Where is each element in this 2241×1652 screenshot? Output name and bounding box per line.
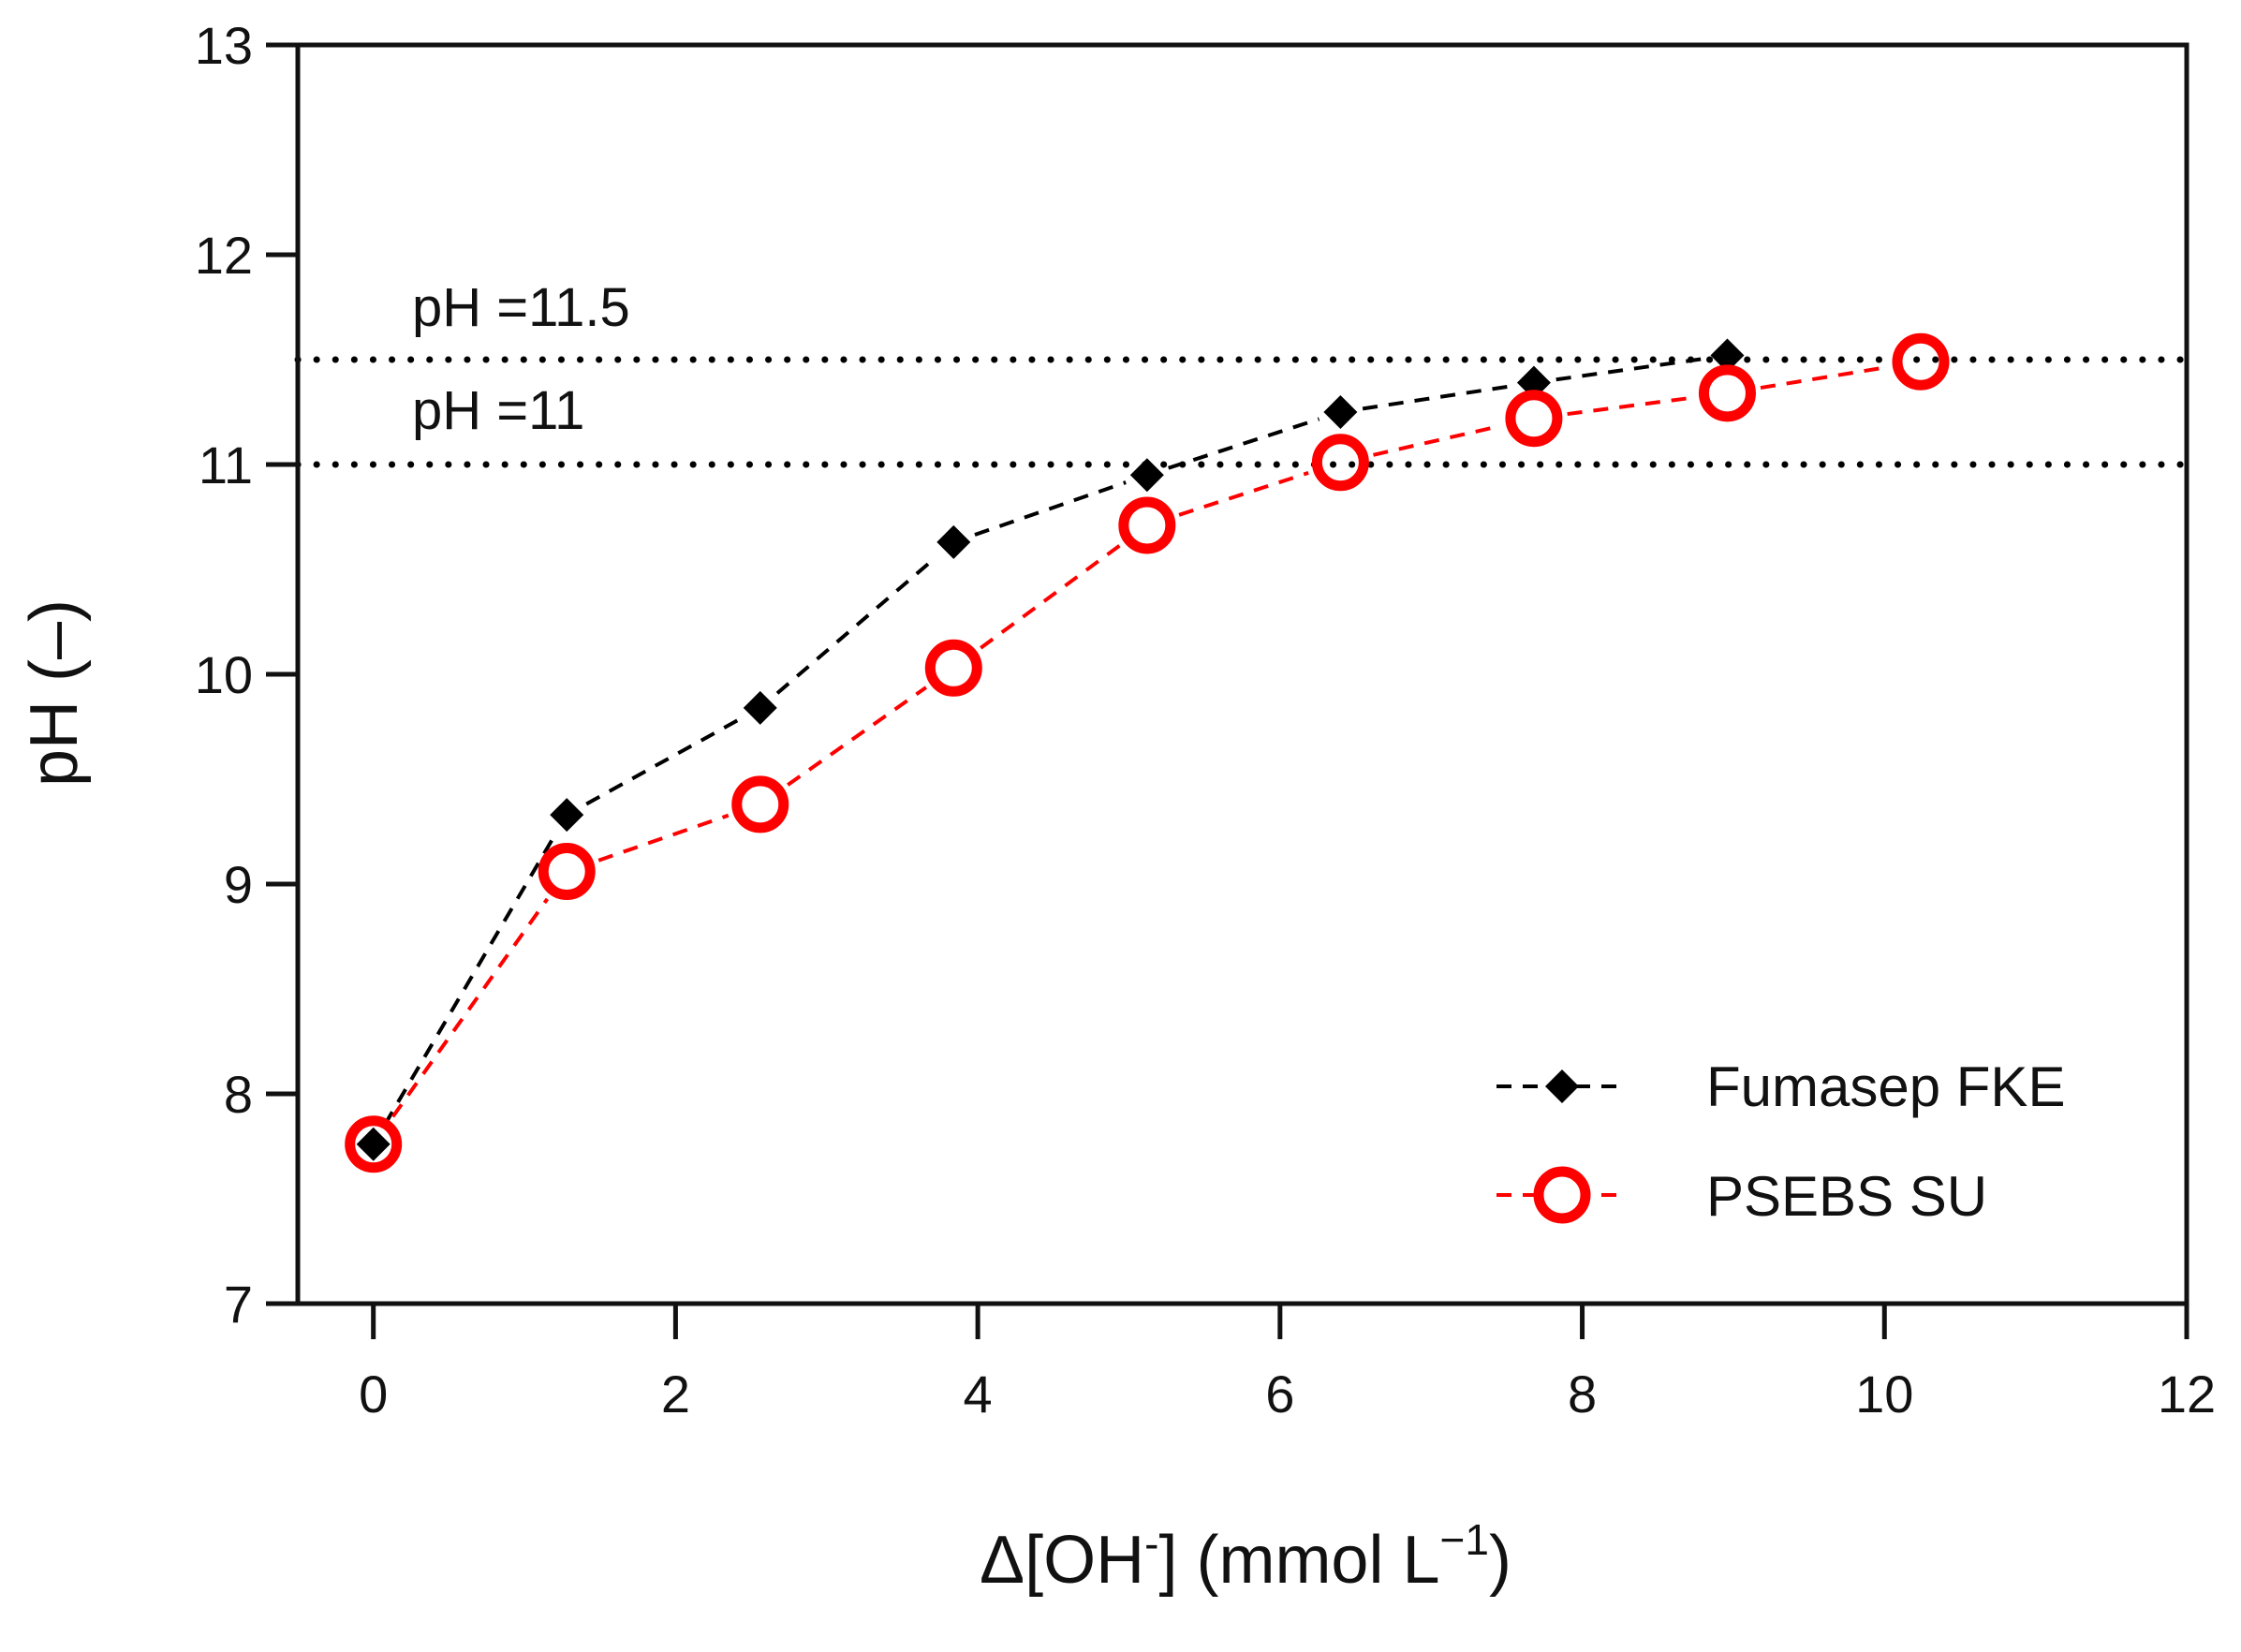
plot-area [345,332,1950,1173]
reference-line-label: pH =11.5 [412,277,630,338]
x-axis-title-part: Δ[OH [980,1523,1144,1598]
legend-label-fumasep: Fumasep FKE [1706,1055,2065,1118]
x-tick-label: 0 [359,1364,388,1423]
psebs-point [1505,390,1563,448]
psebs-point [924,639,982,697]
series-0-segment [1168,417,1320,470]
fumasep-point [550,798,584,833]
series-0-segment [775,554,938,695]
fumasep-point [1129,458,1164,493]
series-0-segment [585,716,742,806]
y-axis-title: pH (–) [17,599,92,787]
y-tick-label: 9 [224,855,253,914]
fumasep-point [936,524,971,559]
series-1-segment [597,813,730,863]
x-axis-title-sup: −1 [1440,1515,1489,1564]
series-0-segment [1362,384,1512,411]
psebs-point [1118,496,1176,554]
psebs-point [1892,332,1950,391]
legend: Fumasep FKE PSEBS SU [1496,1055,2065,1228]
x-axis-title-part: ) [1489,1523,1511,1598]
y-tick-label: 10 [195,645,253,704]
x-tick-label: 12 [2158,1364,2216,1423]
psebs-point [345,1115,403,1173]
y-tick-label: 12 [195,226,253,285]
series-1-segment [1760,365,1888,391]
x-tick-label: 10 [1855,1364,1913,1423]
series-1-segment [787,686,928,787]
series-0-segment [974,480,1127,537]
reference-line-label: pH =11 [412,380,584,441]
legend-marker-psebs [1533,1166,1591,1224]
y-tick-label: 8 [224,1065,253,1124]
y-tick-label: 13 [195,16,253,75]
x-axis-title-sup: - [1144,1519,1158,1568]
reference-lines [294,356,2190,468]
x-tick-label: 8 [1568,1364,1597,1423]
legend-label-psebs: PSEBS SU [1706,1165,1987,1228]
x-axis-title-part: ] (mmol L [1158,1523,1439,1598]
series-0-segment [383,833,557,1127]
axes: 7 8 9 10 11 12 13 0 2 4 6 8 10 12 [195,16,2216,1423]
legend-marker-fumasep [1545,1069,1579,1103]
psebs-point [1311,434,1369,492]
x-tick-label: 4 [964,1364,993,1423]
series-1-segment [391,897,550,1118]
fumasep-point [1710,338,1745,373]
series-1-segment [1373,423,1502,457]
fumasep-point [356,1127,391,1161]
series-1-segment [1178,470,1309,517]
y-tick-label: 7 [224,1275,253,1334]
x-tick-label: 6 [1265,1364,1294,1423]
fumasep-point [743,690,777,725]
series-1-segment [1567,395,1695,417]
annotations: pH =11.5 pH =11 [412,277,630,441]
psebs-point [1698,364,1756,422]
series-1-segment [980,543,1122,650]
fumasep-point [1323,395,1358,429]
x-axis-title: Δ[OH-] (mmol L−1) [980,1515,1511,1598]
psebs-point [538,843,596,901]
y-tick-label: 11 [199,435,253,494]
x-tick-label: 2 [661,1364,690,1423]
psebs-point [731,775,789,833]
